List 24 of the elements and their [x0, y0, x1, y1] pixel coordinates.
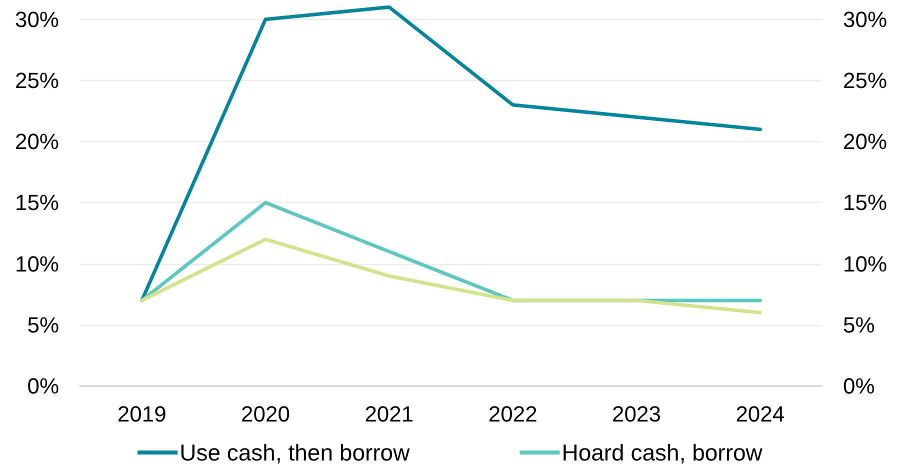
- y2-tick-label: 25%: [843, 68, 888, 93]
- legend-label: Hoard cash, borrow: [562, 440, 763, 466]
- x-tick-label: 2019: [117, 402, 166, 426]
- y2-tick-label: 10%: [843, 251, 888, 276]
- y-tick-label: 30%: [14, 6, 59, 32]
- y-tick-label: 15%: [14, 190, 59, 216]
- x-tick-label: 2020: [241, 402, 290, 426]
- x-tick-label: 2021: [364, 402, 414, 426]
- y2-tick-label: 20%: [843, 129, 888, 154]
- y2-tick-label: 15%: [843, 190, 888, 216]
- line-series: [140, 238, 762, 314]
- y-tick-label: 5%: [27, 312, 59, 338]
- y-tick-label: 10%: [14, 251, 59, 276]
- y2-tick-label: 0%: [843, 374, 875, 398]
- y-tick-label: 25%: [14, 68, 59, 93]
- line-series: [140, 5, 762, 302]
- y2-tick-label: 30%: [843, 6, 888, 32]
- legend-label: Use cash, then borrow: [180, 440, 410, 466]
- x-tick-label: 2022: [488, 402, 538, 426]
- y-tick-label: 0%: [27, 374, 59, 398]
- x-tick-label: 2023: [612, 402, 661, 426]
- x-tick-label: 2024: [736, 402, 785, 426]
- y2-tick-label: 5%: [843, 312, 875, 338]
- y-tick-label: 20%: [14, 129, 59, 154]
